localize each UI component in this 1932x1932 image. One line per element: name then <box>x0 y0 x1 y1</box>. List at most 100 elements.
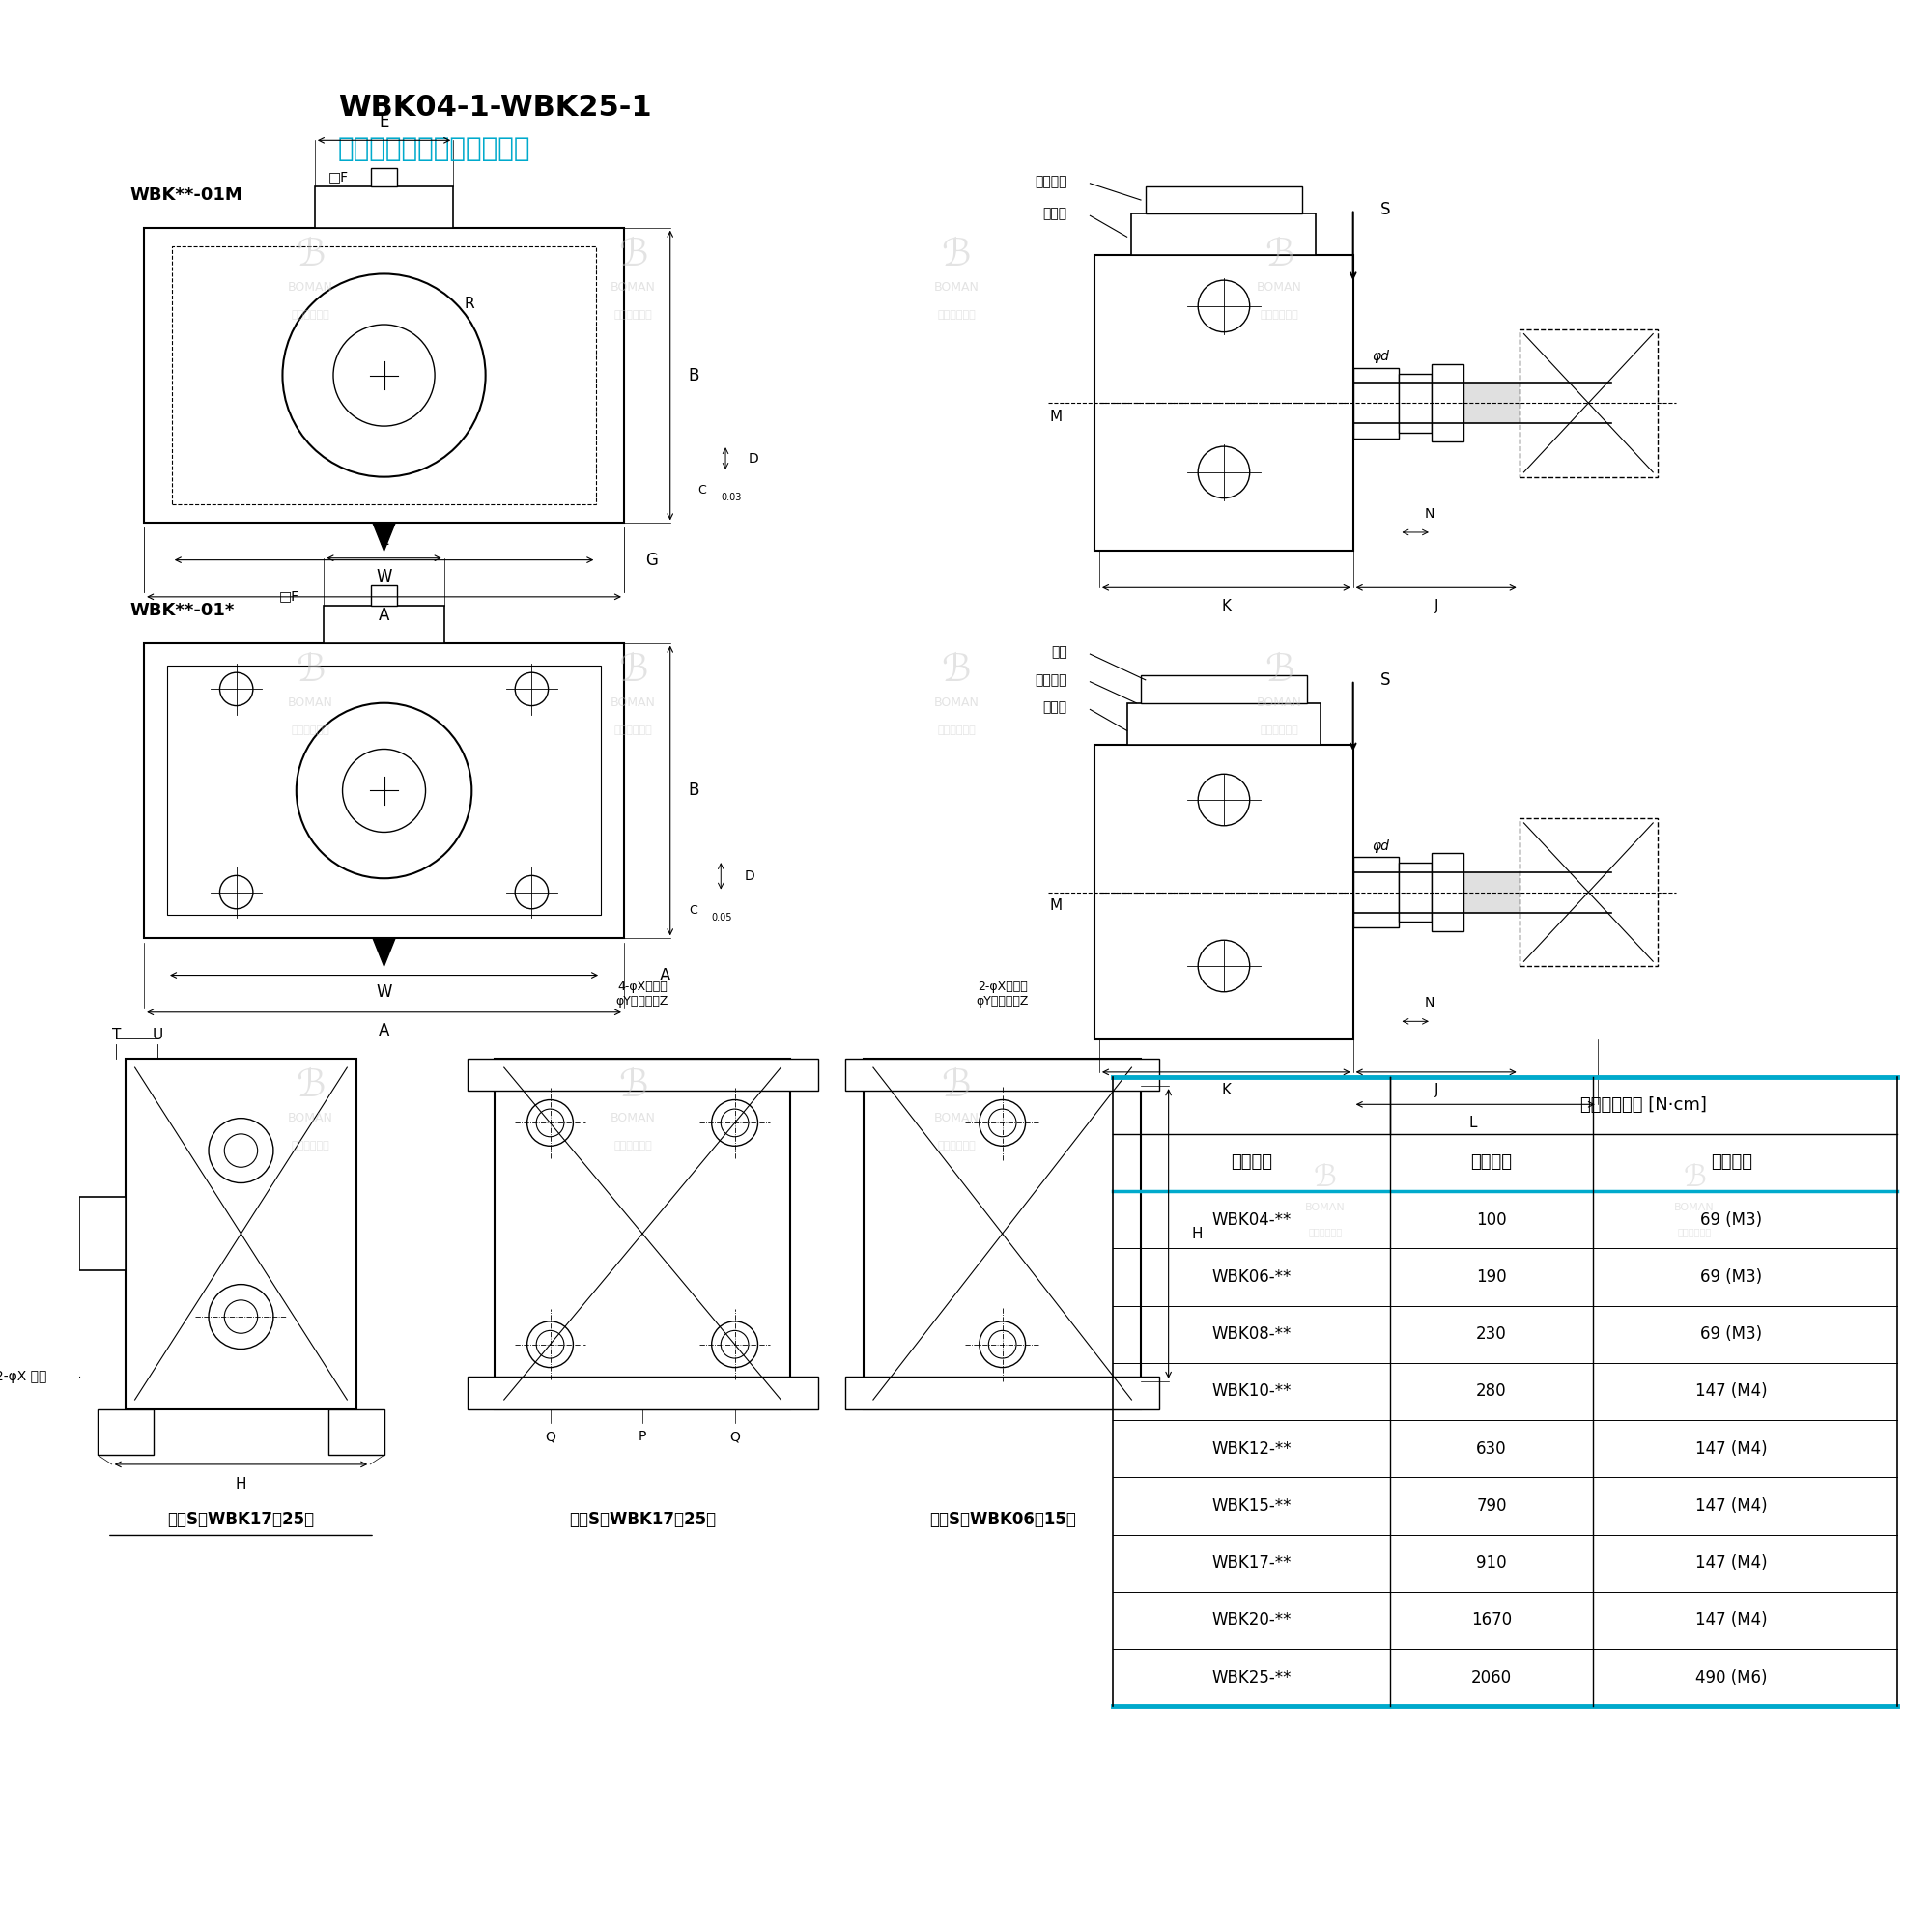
Text: BOMAN: BOMAN <box>1306 1204 1345 1213</box>
Text: A: A <box>379 607 390 624</box>
Bar <box>468 1378 817 1408</box>
Text: 4-φX通孔后
φY沉孔深度Z: 4-φX通孔后 φY沉孔深度Z <box>616 980 668 1007</box>
Text: C: C <box>697 485 707 497</box>
Text: N: N <box>1424 997 1434 1010</box>
Bar <box>172 245 597 504</box>
Text: WBK04-**: WBK04-** <box>1211 1211 1291 1229</box>
Circle shape <box>1198 775 1250 825</box>
Text: S: S <box>1381 201 1391 218</box>
Text: φd: φd <box>1372 838 1389 852</box>
Text: 630: 630 <box>1476 1439 1507 1457</box>
Circle shape <box>711 1099 757 1146</box>
Bar <box>1095 255 1352 551</box>
Text: BOMAN: BOMAN <box>288 282 332 294</box>
Text: 俯视S（WBK06～15）: 俯视S（WBK06～15） <box>929 1511 1076 1528</box>
Text: 2-φX通孔后
φY沉孔深度Z: 2-φX通孔后 φY沉孔深度Z <box>976 980 1028 1007</box>
Text: 俯视S（WBK17～25）: 俯视S（WBK17～25） <box>568 1511 717 1528</box>
Circle shape <box>220 875 253 908</box>
Text: 止动螺杆: 止动螺杆 <box>1036 174 1066 187</box>
Bar <box>371 168 396 185</box>
Bar <box>468 1059 817 1090</box>
Bar <box>1352 871 1611 912</box>
Text: 定位块: 定位块 <box>1043 701 1066 715</box>
Bar <box>145 228 624 524</box>
Text: ℬ: ℬ <box>296 238 325 274</box>
Text: WBK**-01M: WBK**-01M <box>129 187 243 205</box>
Text: 一劲圆工业一: 一劲圆工业一 <box>292 726 328 736</box>
Bar <box>1432 365 1464 442</box>
Text: D: D <box>744 869 753 883</box>
Text: N: N <box>1424 506 1434 520</box>
Bar <box>1132 214 1316 255</box>
Bar <box>846 1059 1159 1090</box>
Circle shape <box>282 274 485 477</box>
Text: □F: □F <box>278 589 299 603</box>
Bar <box>325 607 444 643</box>
Bar <box>864 1059 1140 1408</box>
Text: 一劲圆工业一: 一劲圆工业一 <box>1677 1227 1712 1236</box>
Text: WBK06-**: WBK06-** <box>1211 1267 1291 1285</box>
Text: 0.03: 0.03 <box>721 493 742 502</box>
Text: WBK20-**: WBK20-** <box>1211 1611 1291 1629</box>
Text: 0.05: 0.05 <box>711 914 732 923</box>
Text: H: H <box>1192 1227 1204 1240</box>
Bar <box>371 585 396 607</box>
Text: 一劲圆工业一: 一劲圆工业一 <box>614 726 653 736</box>
Circle shape <box>1198 280 1250 332</box>
Text: P: P <box>638 1430 647 1443</box>
Text: 147 (M4): 147 (M4) <box>1696 1439 1768 1457</box>
Text: C: C <box>688 904 697 918</box>
Text: □F: □F <box>328 170 350 184</box>
Circle shape <box>980 1321 1026 1368</box>
Circle shape <box>721 1109 748 1136</box>
Bar <box>1519 819 1658 966</box>
Text: E: E <box>379 114 388 131</box>
Bar <box>1352 858 1399 927</box>
Text: 100: 100 <box>1476 1211 1507 1229</box>
Text: WBK25-**: WBK25-** <box>1211 1669 1291 1687</box>
Text: 910: 910 <box>1476 1555 1507 1573</box>
Text: ℬ: ℬ <box>618 238 647 274</box>
Circle shape <box>711 1321 757 1368</box>
Text: ℬ: ℬ <box>1683 1165 1706 1192</box>
Text: BOMAN: BOMAN <box>611 697 655 709</box>
Text: 69 (M3): 69 (M3) <box>1700 1325 1762 1343</box>
Text: 490 (M6): 490 (M6) <box>1696 1669 1768 1687</box>
Text: ℬ: ℬ <box>296 1068 325 1105</box>
Bar <box>1399 373 1432 433</box>
Circle shape <box>342 750 425 833</box>
Circle shape <box>334 325 435 427</box>
Text: K: K <box>1221 599 1231 612</box>
Text: 190: 190 <box>1476 1267 1507 1285</box>
Circle shape <box>220 672 253 705</box>
Text: B: B <box>688 782 699 800</box>
Text: 790: 790 <box>1476 1497 1507 1515</box>
Text: 一劲圆工业一: 一劲圆工业一 <box>937 311 976 321</box>
Text: B: B <box>688 367 699 384</box>
Text: WBK**-01*: WBK**-01* <box>129 603 236 620</box>
Circle shape <box>527 1321 574 1368</box>
Text: 230: 230 <box>1476 1325 1507 1343</box>
Text: BOMAN: BOMAN <box>1256 697 1302 709</box>
Circle shape <box>516 672 549 705</box>
Bar <box>168 667 601 916</box>
Circle shape <box>224 1134 257 1167</box>
Bar <box>1126 703 1321 744</box>
Text: WBK15-**: WBK15-** <box>1211 1497 1291 1515</box>
Bar <box>145 643 624 939</box>
Circle shape <box>527 1099 574 1146</box>
Circle shape <box>296 703 471 879</box>
Circle shape <box>537 1331 564 1358</box>
Text: 147 (M4): 147 (M4) <box>1696 1555 1768 1573</box>
Text: ℬ: ℬ <box>1265 653 1294 690</box>
Text: 2060: 2060 <box>1470 1669 1513 1687</box>
Text: ℬ: ℬ <box>941 653 972 690</box>
Text: 一劲圆工业一: 一劲圆工业一 <box>1260 726 1298 736</box>
Text: WBK08-**: WBK08-** <box>1211 1325 1291 1343</box>
Text: L: L <box>1468 1115 1478 1130</box>
Text: BOMAN: BOMAN <box>611 1113 655 1124</box>
Text: BOMAN: BOMAN <box>288 697 332 709</box>
Text: ℬ: ℬ <box>1314 1165 1337 1192</box>
Text: 1670: 1670 <box>1470 1611 1513 1629</box>
Text: M: M <box>1049 410 1063 425</box>
